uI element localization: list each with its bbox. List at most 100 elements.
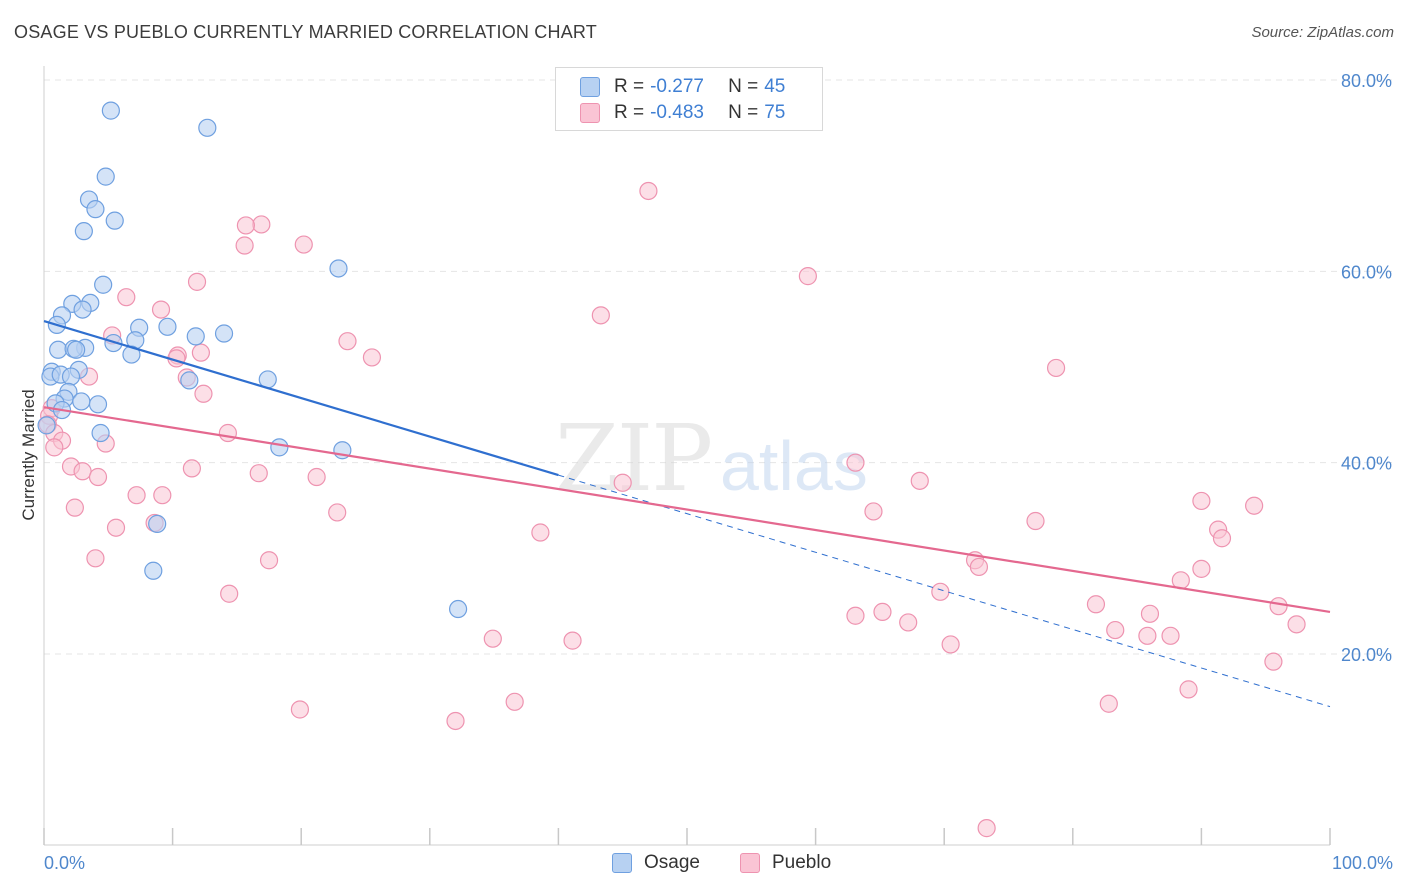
legend-swatch-osage bbox=[580, 77, 600, 97]
legend-r-label: R = bbox=[614, 76, 645, 97]
pueblo-point bbox=[1138, 626, 1157, 645]
pueblo-point bbox=[864, 502, 883, 521]
pueblo-point bbox=[1269, 597, 1288, 616]
pueblo-point bbox=[249, 464, 268, 483]
pueblo-point bbox=[45, 438, 64, 457]
osage-point bbox=[88, 395, 108, 414]
osage-point bbox=[49, 340, 68, 359]
osage-point bbox=[86, 200, 105, 219]
pueblo-point bbox=[873, 602, 892, 622]
y-tick-label: 60.0% bbox=[1341, 262, 1392, 282]
pueblo-point bbox=[910, 471, 929, 490]
watermark: ZIP atlas bbox=[555, 405, 868, 512]
chart-title: OSAGE VS PUEBLO CURRENTLY MARRIED CORREL… bbox=[14, 22, 597, 42]
pueblo-point bbox=[1026, 511, 1045, 531]
osage-point bbox=[91, 423, 110, 443]
pueblo-point bbox=[1161, 626, 1180, 645]
pueblo-point bbox=[153, 486, 172, 505]
osage-point bbox=[72, 392, 91, 411]
pueblo-point bbox=[505, 692, 524, 711]
pueblo-point bbox=[1140, 604, 1160, 623]
pueblo-point bbox=[88, 467, 108, 487]
pueblo-point bbox=[639, 181, 658, 201]
legend-row-pueblo: R = -0.483 N = 75 bbox=[580, 101, 785, 125]
osage-point bbox=[37, 416, 56, 435]
pueblo-point bbox=[446, 711, 465, 731]
osage-point bbox=[74, 222, 93, 241]
pueblo-point bbox=[931, 582, 950, 601]
pueblo-point bbox=[106, 518, 126, 537]
legend-n-value-pueblo: 75 bbox=[764, 102, 786, 123]
x-tick-label: 0.0% bbox=[44, 853, 85, 873]
osage-point bbox=[122, 345, 141, 364]
pueblo-point bbox=[86, 549, 105, 568]
osage-trend-line bbox=[43, 320, 559, 477]
source-label: Source: ZipAtlas.com bbox=[1251, 24, 1394, 41]
gridlines bbox=[44, 79, 1392, 655]
osage-point bbox=[73, 300, 92, 319]
series-osage bbox=[37, 101, 468, 619]
x-tick-label: 100.0% bbox=[1332, 853, 1393, 873]
osage-point bbox=[180, 371, 199, 390]
pueblo-point bbox=[127, 486, 146, 505]
pueblo-point bbox=[1264, 652, 1283, 671]
pueblo-point bbox=[218, 423, 237, 443]
pueblo-point bbox=[531, 523, 550, 542]
osage-point bbox=[214, 324, 234, 343]
pueblo-point bbox=[1099, 694, 1118, 713]
pueblo-point bbox=[1192, 559, 1211, 578]
tick-labels: 20.0% 40.0% 60.0% 80.0% 0.0% 100.0% bbox=[44, 71, 1393, 873]
pueblo-point bbox=[846, 606, 865, 625]
pueblo-point bbox=[1086, 595, 1106, 614]
osage-point bbox=[448, 599, 468, 619]
pueblo-point bbox=[65, 498, 84, 517]
legend-r-value-osage: -0.277 bbox=[650, 76, 704, 97]
pueblo-point bbox=[563, 631, 582, 650]
legend-r-value-pueblo: -0.483 bbox=[650, 102, 704, 123]
pueblo-point bbox=[151, 300, 171, 319]
watermark-atlas: atlas bbox=[720, 427, 868, 505]
osage-point bbox=[96, 167, 115, 186]
pueblo-point bbox=[1106, 620, 1125, 640]
pueblo-point bbox=[1212, 529, 1232, 548]
legend-n-label: N = bbox=[728, 76, 759, 97]
legend-r-label: R = bbox=[614, 102, 645, 123]
pueblo-point bbox=[1287, 615, 1306, 634]
pueblo-point bbox=[1245, 496, 1264, 515]
osage-point bbox=[101, 101, 120, 120]
pueblo-point bbox=[977, 819, 996, 838]
pueblo-point bbox=[252, 215, 271, 234]
pueblo-point bbox=[613, 473, 632, 492]
legend-label-osage: Osage bbox=[644, 852, 700, 873]
osage-point bbox=[94, 275, 113, 294]
legend-row-osage: R = -0.277 N = 45 bbox=[580, 75, 785, 99]
series-pueblo bbox=[38, 181, 1306, 838]
axes bbox=[43, 66, 1331, 846]
trend-lines bbox=[43, 320, 1331, 708]
osage-point bbox=[61, 367, 81, 386]
osage-point bbox=[67, 340, 86, 359]
pueblo-point bbox=[969, 557, 989, 577]
watermark-zip: ZIP bbox=[555, 405, 711, 512]
osage-point bbox=[105, 211, 124, 230]
pueblo-point bbox=[846, 453, 865, 472]
legend-label-pueblo: Pueblo bbox=[771, 852, 832, 873]
osage-point bbox=[158, 317, 177, 336]
y-tick-label: 40.0% bbox=[1341, 454, 1392, 474]
pueblo-point bbox=[307, 467, 326, 487]
pueblo-point bbox=[899, 613, 918, 632]
y-axis-title: Currently Married bbox=[19, 389, 38, 520]
legend-swatch-osage bbox=[612, 853, 632, 873]
legend-item-osage[interactable]: Osage bbox=[612, 852, 700, 874]
legend-item-pueblo[interactable]: Pueblo bbox=[739, 852, 832, 874]
osage-point bbox=[186, 327, 205, 346]
legend-swatch-pueblo bbox=[580, 103, 600, 123]
pueblo-point bbox=[117, 288, 136, 307]
osage-point bbox=[104, 333, 123, 353]
legend-n-label: N = bbox=[728, 102, 759, 123]
pueblo-point bbox=[191, 343, 210, 362]
pueblo-point bbox=[1046, 358, 1066, 378]
pueblo-point bbox=[236, 216, 256, 235]
pueblo-point bbox=[483, 629, 502, 648]
